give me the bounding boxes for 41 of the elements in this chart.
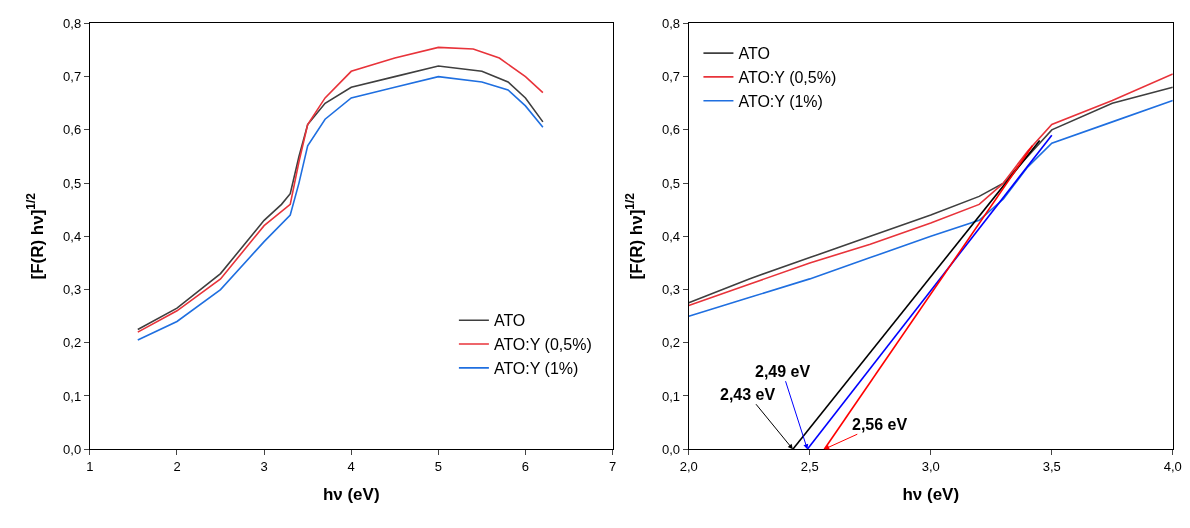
y-tick-label: 0,7 <box>661 69 681 85</box>
x-tick-label: 2,0 <box>679 458 698 474</box>
x-tick-label: 2 <box>173 458 181 474</box>
y-tick-label: 0,2 <box>63 335 82 351</box>
y-tick-label: 0,2 <box>661 335 681 351</box>
y-tick-label: 0,1 <box>661 388 681 404</box>
y-tick-label: 0,8 <box>661 15 681 31</box>
x-tick-label: 5 <box>434 458 442 474</box>
x-tick-label: 4,0 <box>1163 458 1182 474</box>
x-tick-label: 3,0 <box>921 458 940 474</box>
y-tick-label: 0,7 <box>63 69 82 85</box>
annotation: 2,56 eV <box>852 416 908 433</box>
y-tick-label: 0,4 <box>661 228 681 244</box>
legend-label: ATO:Y (1%) <box>493 360 579 378</box>
legend-label: ATO:Y (0,5%) <box>493 336 592 354</box>
x-tick-label: 7 <box>608 458 617 474</box>
legend-label: ATO:Y (1%) <box>738 92 823 110</box>
y-tick-label: 0,0 <box>63 441 82 457</box>
y-tick-label: 0,5 <box>661 175 681 191</box>
y-tick-label: 0,3 <box>661 282 681 298</box>
y-tick-label: 0,0 <box>661 441 681 457</box>
x-tick-label: 3,5 <box>1042 458 1061 474</box>
legend-label: ATO <box>738 45 770 63</box>
annotation: 2,43 eV <box>720 386 776 403</box>
x-tick-label: 4 <box>347 458 355 474</box>
y-tick-label: 0,6 <box>63 122 82 138</box>
legend-label: ATO:Y (0,5%) <box>738 69 837 87</box>
x-axis-title: hν (eV) <box>322 485 380 505</box>
y-tick-label: 0,1 <box>63 388 82 404</box>
legend-label: ATO <box>493 312 526 330</box>
y-tick-label: 0,3 <box>63 282 82 298</box>
y-tick-label: 0,8 <box>63 15 82 31</box>
x-tick-label: 2,5 <box>800 458 819 474</box>
annotation: 2,49 eV <box>755 363 811 380</box>
y-tick-label: 0,5 <box>63 175 82 191</box>
x-tick-label: 6 <box>521 458 530 474</box>
x-axis-title: hν (eV) <box>902 485 960 505</box>
y-tick-label: 0,4 <box>63 228 82 244</box>
x-tick-label: 3 <box>260 458 268 474</box>
x-tick-label: 1 <box>86 458 94 474</box>
y-tick-label: 0,6 <box>661 122 681 138</box>
